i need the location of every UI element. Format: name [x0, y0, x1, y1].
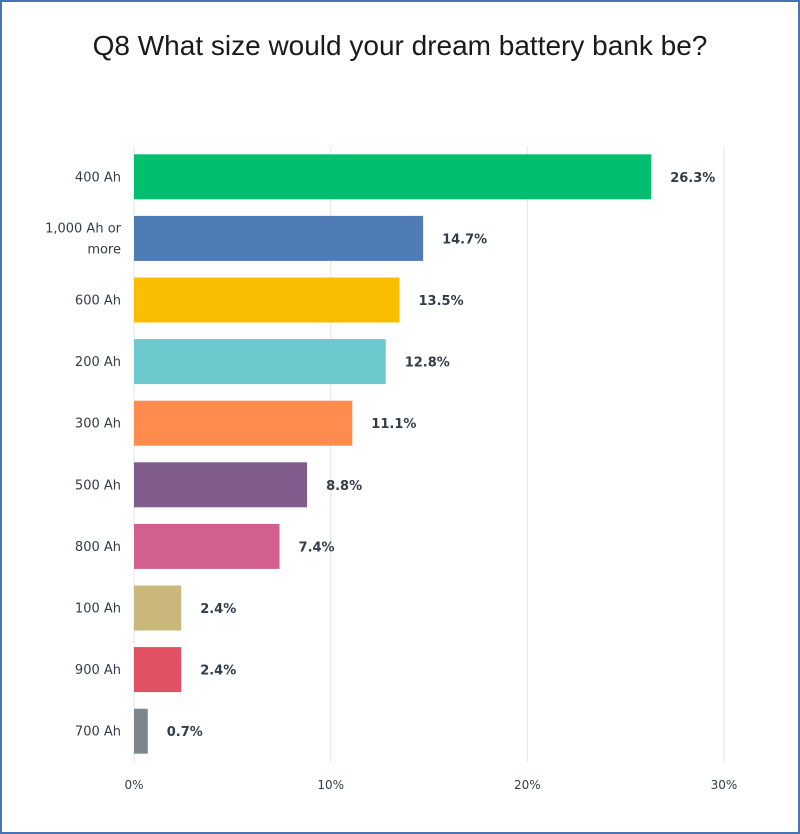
category-label: 900 Ah — [75, 663, 121, 678]
bar — [134, 708, 148, 754]
x-tick-label: 10% — [317, 778, 344, 792]
data-label: 8.8% — [326, 479, 362, 494]
bar — [134, 215, 424, 261]
data-label: 14.7% — [442, 232, 487, 247]
category-label: 200 Ah — [75, 355, 121, 370]
category-label: 700 Ah — [75, 725, 121, 740]
bar — [134, 647, 182, 693]
bar — [134, 154, 652, 200]
category-label: 600 Ah — [75, 294, 121, 309]
data-label: 0.7% — [167, 725, 203, 740]
bar — [134, 339, 386, 385]
bar — [134, 523, 280, 569]
data-label: 2.4% — [200, 664, 236, 679]
data-label: 12.8% — [405, 356, 450, 371]
data-label: 26.3% — [670, 171, 715, 186]
category-label: 800 Ah — [75, 540, 121, 555]
x-tick-label: 20% — [514, 778, 541, 792]
x-tick-label: 30% — [711, 778, 738, 792]
bar — [134, 585, 182, 631]
category-label: 400 Ah — [75, 170, 121, 185]
category-label: 300 Ah — [75, 417, 121, 432]
data-label: 2.4% — [200, 602, 236, 617]
bar — [134, 277, 400, 323]
category-label: 1,000 Ah or — [45, 221, 122, 236]
category-label: 500 Ah — [75, 478, 121, 493]
data-label: 13.5% — [419, 294, 464, 309]
bar — [134, 400, 353, 446]
data-label: 7.4% — [299, 540, 335, 555]
data-label: 11.1% — [371, 417, 416, 432]
category-label: 100 Ah — [75, 602, 121, 617]
x-tick-label: 0% — [124, 778, 143, 792]
bar — [134, 462, 308, 508]
category-label: more — [87, 242, 121, 257]
chart-title: Q8 What size would your dream battery ba… — [92, 30, 708, 61]
